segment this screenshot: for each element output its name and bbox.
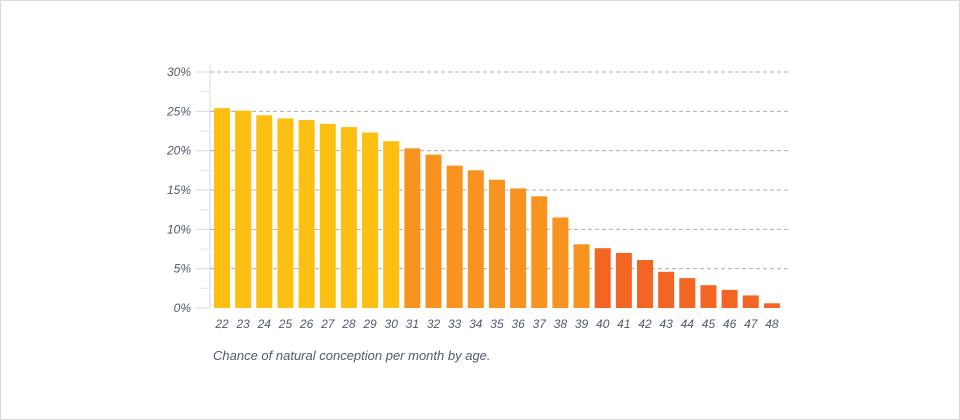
bar-age-33 [446,165,463,308]
bar-age-47 [742,295,759,308]
bar-age-35 [488,179,505,308]
y-tick-label: 15% [167,183,191,197]
bar-age-41 [615,252,632,308]
bar-age-28 [340,127,357,308]
bar-age-44 [679,278,696,308]
chart-caption: Chance of natural conception per month b… [213,348,491,363]
x-tick-label: 22 [214,317,229,331]
y-tick-label: 25% [166,104,191,118]
bar-age-38 [552,217,569,308]
x-tick-label: 43 [659,317,673,331]
x-tick-label: 41 [617,317,630,331]
bars [214,108,780,309]
bar-age-27 [319,123,336,308]
x-tick-label: 29 [362,317,377,331]
bar-age-30 [383,141,400,308]
bar-age-32 [425,154,442,308]
x-tick-label: 34 [469,317,483,331]
bar-age-26 [298,119,315,309]
y-tick-label: 0% [174,301,192,315]
bar-age-25 [277,118,294,308]
bar-age-34 [467,170,484,308]
bar-age-45 [700,285,717,308]
bar-age-23 [235,110,252,308]
bar-age-42 [637,260,653,308]
x-tick-label: 24 [257,317,272,331]
x-tick-label: 33 [448,317,462,331]
y-tick-label: 30% [167,65,191,79]
x-tick-label: 44 [681,317,695,331]
y-tick-label: 20% [166,144,191,158]
y-tick-label: 5% [174,262,192,276]
x-tick-label: 35 [490,317,504,331]
x-tick-label: 37 [533,317,548,331]
x-tick-label: 46 [723,317,737,331]
x-tick-label: 23 [235,317,250,331]
x-tick-label: 27 [320,317,336,331]
x-tick-label: 30 [385,317,399,331]
bar-age-24 [256,115,273,309]
bar-age-48 [763,303,780,308]
x-tick-label: 31 [406,317,419,331]
x-tick-label: 38 [554,317,568,331]
x-tick-label: 25 [278,317,293,331]
x-tick-label: 39 [575,317,589,331]
bar-age-36 [510,188,527,308]
x-tick-label: 42 [638,317,652,331]
x-tick-label: 45 [702,317,716,331]
x-tick-label: 26 [299,317,314,331]
bar-age-46 [721,289,738,308]
x-axis-ticks: 22 23 24 25 26 27 28 29 30 31 32 33 34 35 36 37 38 39 40 41… [214,317,779,331]
bar-age-29 [362,132,379,308]
x-tick-label: 28 [341,317,356,331]
bar-age-37 [531,196,548,308]
x-tick-label: 47 [744,317,759,331]
bar-age-31 [404,148,421,308]
bar-age-39 [573,244,590,308]
x-tick-label: 40 [596,317,610,331]
x-tick-label: 32 [427,317,441,331]
bar-age-22 [214,108,230,308]
bar-age-40 [594,248,611,308]
bar-age-43 [658,271,675,308]
y-tick-label: 10% [167,222,191,236]
y-axis: 0% 5% 10% 15% 20% 25% 30% [166,64,211,315]
x-tick-label: 48 [765,317,779,331]
x-tick-label: 36 [511,317,525,331]
